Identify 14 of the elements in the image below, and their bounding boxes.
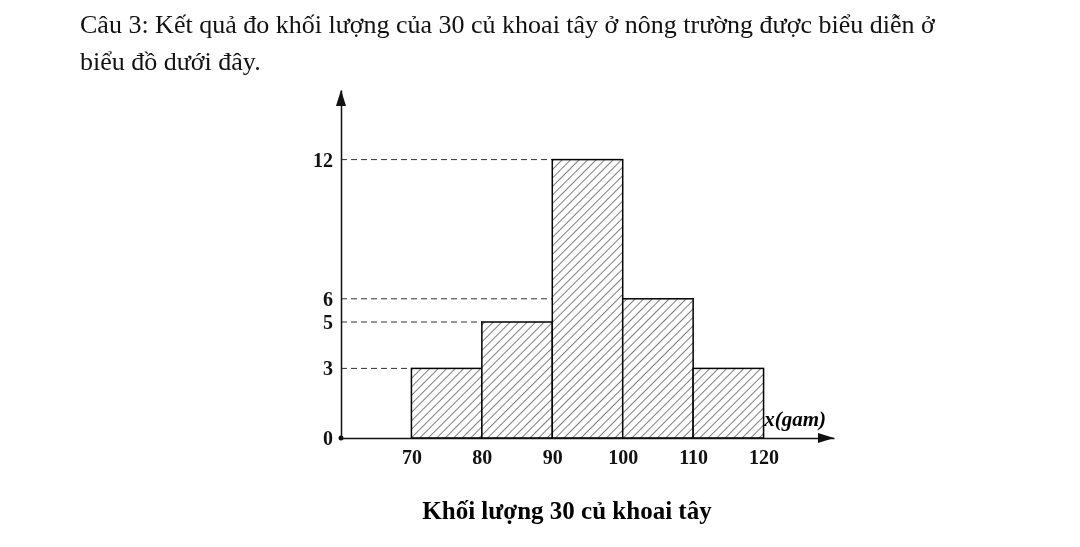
y-tick-label: 12	[313, 148, 333, 171]
x-tick-label: 120	[749, 446, 780, 469]
x-tick-label: 80	[472, 446, 493, 469]
y-tick-label: 5	[323, 310, 333, 333]
x-tick-label: 110	[679, 446, 709, 469]
x-tick-label: 70	[401, 446, 422, 469]
y-tick-label: 0	[323, 426, 333, 449]
x-axis-title: x(gam)	[763, 407, 826, 431]
y-tick-label: 3	[323, 357, 333, 380]
text: Khối lượng 30 củ khoai tây	[422, 497, 713, 524]
x-tick-label: 100	[608, 446, 639, 469]
x-tick-label: 90	[542, 446, 563, 469]
y-tick-label: 6	[323, 287, 333, 310]
chart-title: Câu 3: Kết quả đo khối lượng của 30 củ khoai tây ở nông trường được biểu diễn ở biểu đồ dưới đây.	[80, 9, 936, 78]
